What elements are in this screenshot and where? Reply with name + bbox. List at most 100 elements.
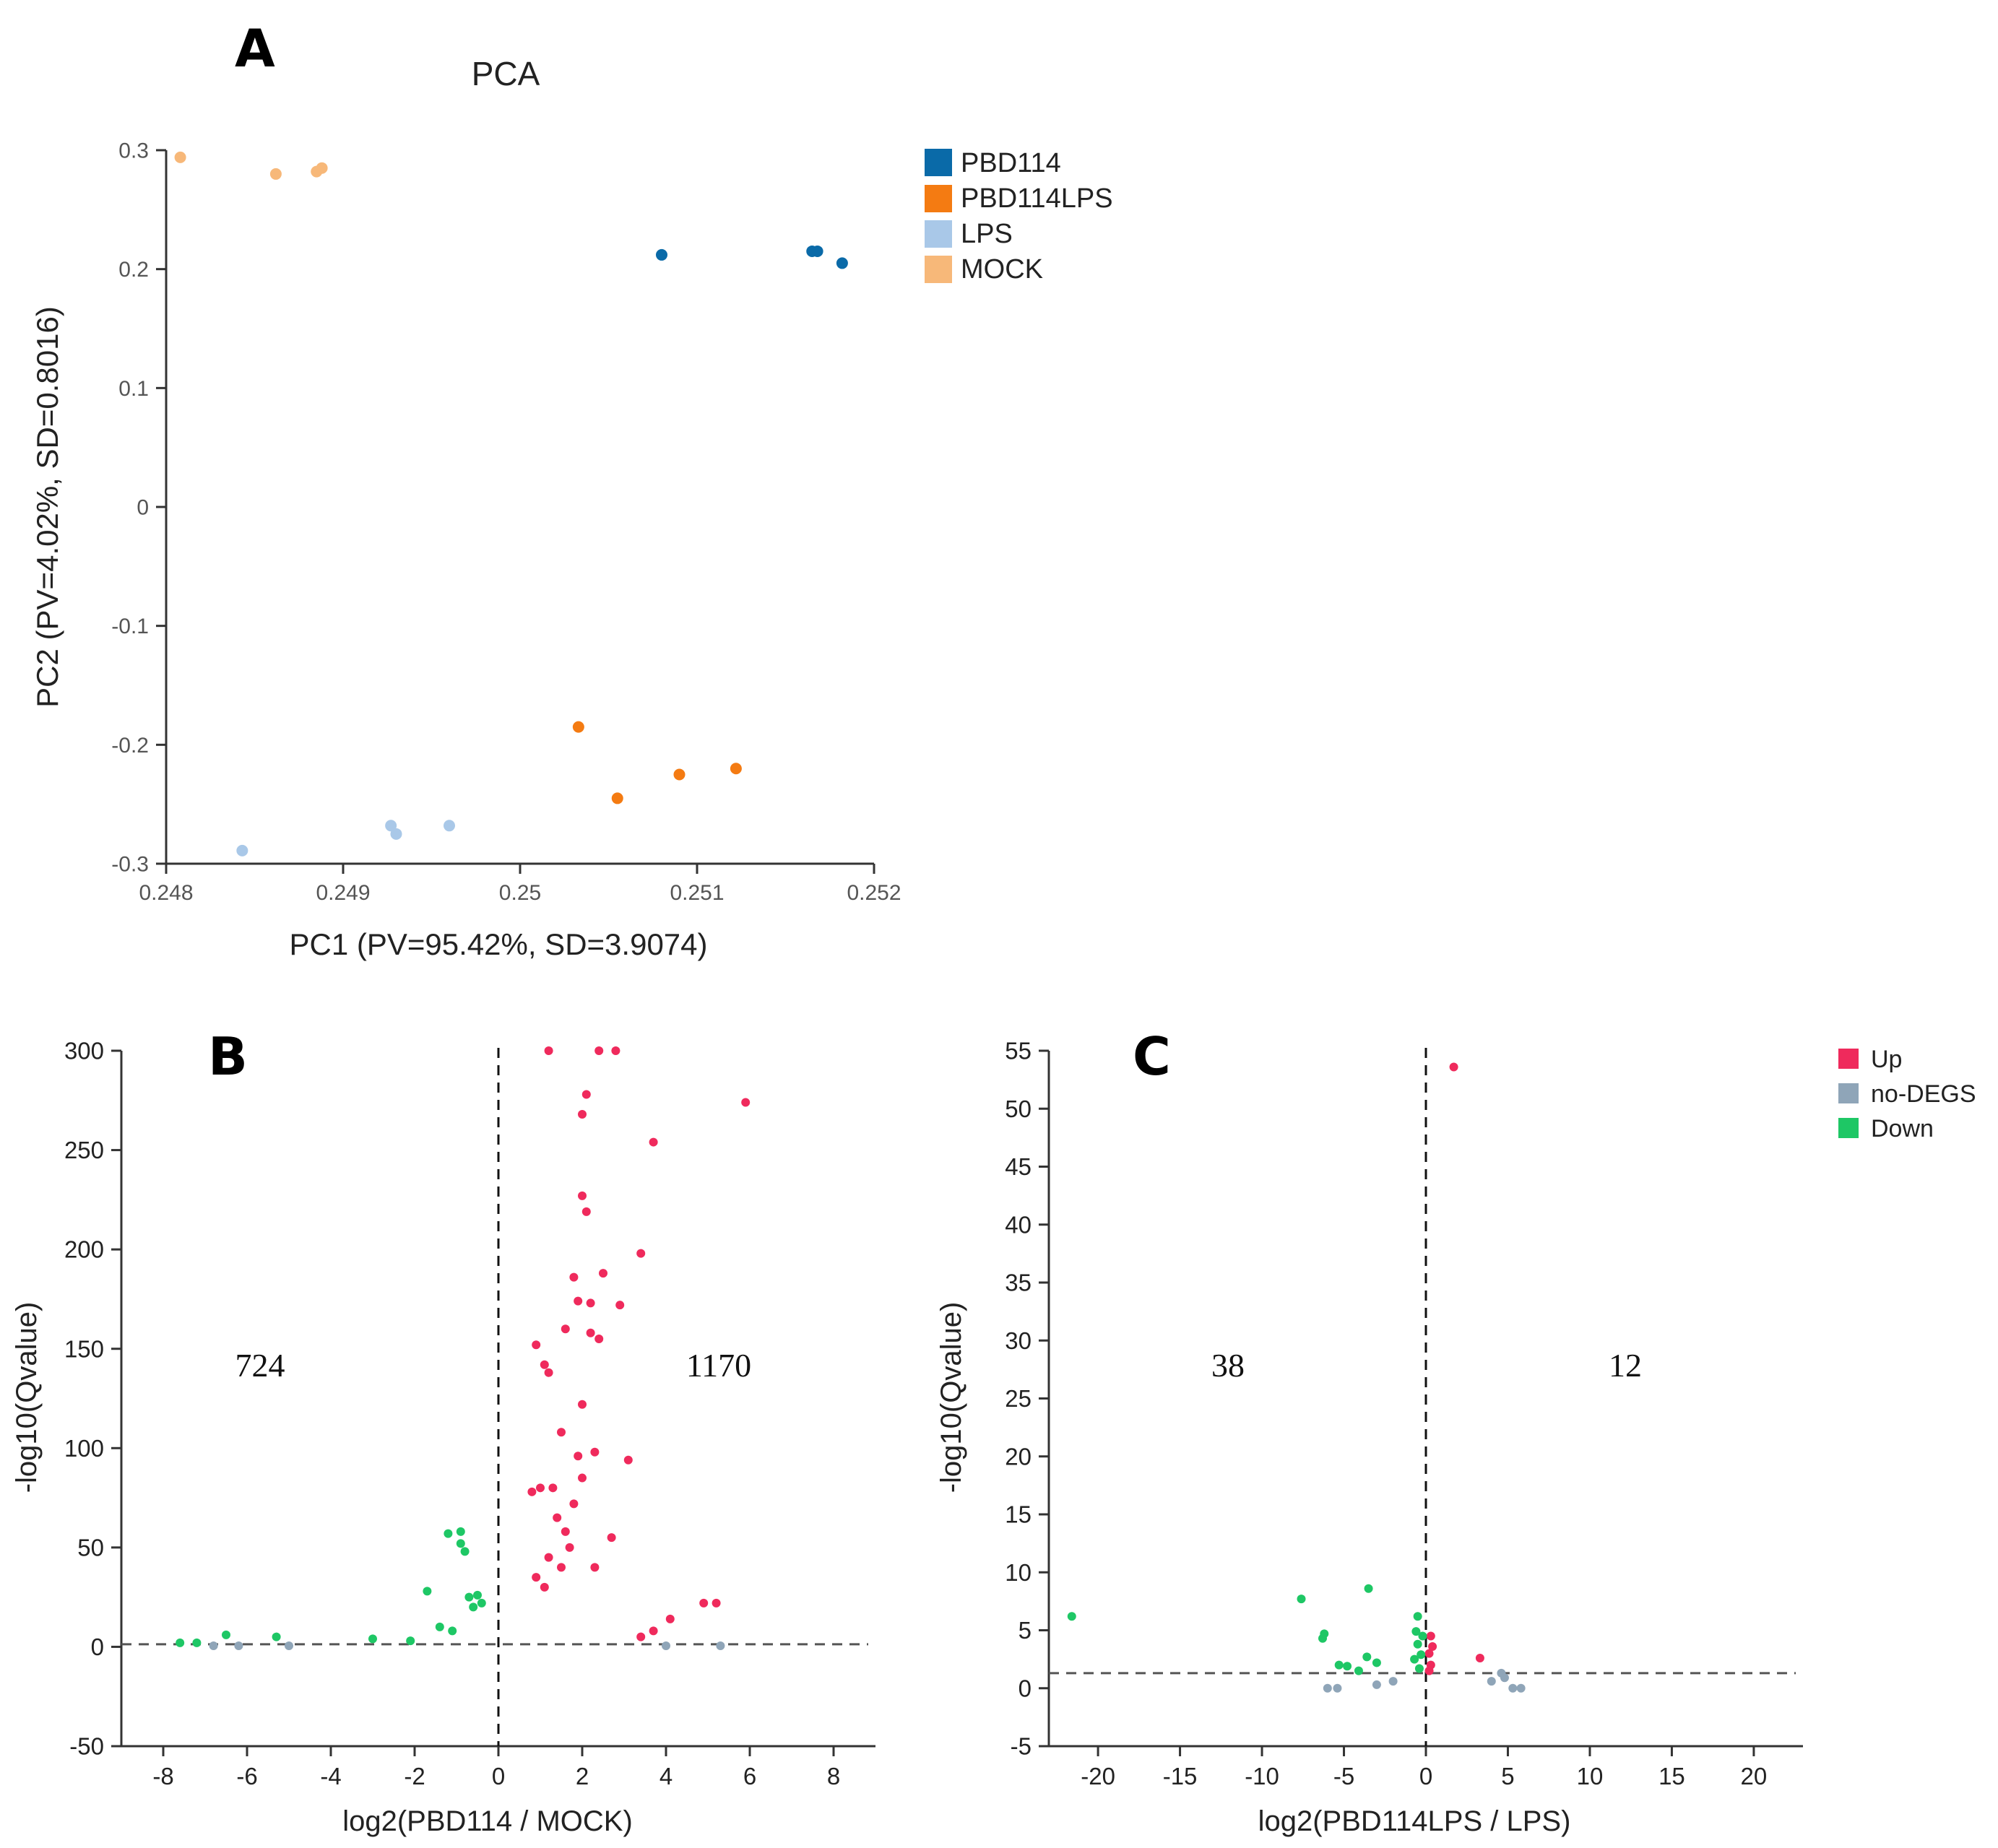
volcano-b-point-down [469,1602,478,1612]
panel-letter-c: C [1133,1026,1171,1087]
volcano-b-point-up [594,1046,604,1055]
volcano-b-point-down [222,1630,230,1639]
panel-b: B 300 250 200 150 100 50 0 -50 -8 -6 -4 -2 0 2 4 6 8 lo… [11,1026,875,1837]
volcano-b-y-ticks: 300 250 200 150 100 50 0 -50 [64,1038,121,1760]
volcano-b-point-down [435,1622,444,1631]
volcano-b-point-no-degs [234,1641,243,1651]
volcano-b-point-up [578,1400,587,1409]
volcano-c-point-up [1424,1649,1434,1658]
volcano-c-point-down [1413,1639,1422,1649]
volcano-b-point-up [611,1046,620,1055]
volcano-b-point-down [464,1592,474,1602]
volcano-c-point-up [1475,1654,1484,1663]
volcano-b-x-tick-label: -4 [320,1763,341,1790]
legend-label-up: Up [1871,1046,1902,1073]
volcano-b-y-axis-label: -log10(Qvalue) [11,1302,43,1493]
pca-legend: PBD114 PBD114LPS LPS MOCK [925,148,1113,285]
legend-label-mock: MOCK [961,254,1043,285]
panel-letter-b: B [208,1026,248,1087]
volcano-b-x-tick-label: 6 [743,1763,756,1790]
volcano-b-point-down [473,1590,482,1600]
pca-y-tick-label: -0.2 [111,734,149,758]
volcano-b-point-up [574,1296,583,1306]
volcano-b-point-up [532,1573,541,1582]
pca-point-mock [269,168,282,180]
volcano-b-point-no-degs [716,1641,725,1651]
volcano-c-point-down [1067,1612,1076,1621]
volcano-b-point-down [192,1638,202,1647]
volcano-b-y-tick-label: 50 [77,1534,104,1561]
pca-point-pbd114lps [572,721,584,733]
volcano-b-point-down [423,1587,432,1596]
volcano-b-y-tick-label: 200 [64,1236,104,1263]
pca-point-pbd114 [656,248,667,261]
volcano-b-down-count: 724 [235,1347,285,1384]
volcano-b-x-ticks: -8 -6 -4 -2 0 2 4 6 8 [152,1746,840,1790]
volcano-b-point-down [368,1634,377,1644]
volcano-b-point-up [532,1340,541,1350]
volcano-c-point-down [1414,1664,1424,1673]
volcano-c-y-tick-label: 20 [1005,1443,1032,1470]
volcano-c-point-no-degs [1516,1683,1526,1693]
volcano-c-point-down [1297,1595,1306,1604]
pca-point-lps [444,820,455,832]
legend-label-pbd114lps: PBD114LPS [961,183,1113,214]
volcano-c-point-no-degs [1500,1673,1509,1683]
pca-y-tick-label: 0 [137,496,149,520]
volcano-c-x-tick-label: 0 [1419,1763,1432,1790]
pca-y-tick-label: 0.1 [118,377,149,401]
volcano-b-point-up [586,1328,595,1337]
volcano-c-y-tick-label: 45 [1005,1153,1032,1180]
volcano-c-x-tick-label: 5 [1501,1763,1514,1790]
volcano-c-point-no-degs [1388,1677,1398,1686]
volcano-b-threshold-lines [121,1048,868,1746]
volcano-c-y-tick-label: 30 [1005,1327,1032,1354]
legend-item-mock: MOCK [925,254,1043,285]
volcano-b-up-count: 1170 [686,1347,751,1384]
volcano-b-point-up [665,1614,675,1623]
volcano-b-y-tick-label: 300 [64,1038,104,1064]
volcano-c-x-tick-label: 15 [1658,1763,1685,1790]
volcano-c-point-down [1334,1660,1344,1670]
pca-point-pbd114 [811,245,823,257]
pca-point-lps [390,828,402,840]
pca-point-pbd114lps [611,792,623,804]
pca-title: PCA [472,55,540,92]
volcano-b-point-up [590,1447,600,1457]
volcano-c-point-down [1364,1584,1373,1593]
pca-y-ticks: 0.3 0.2 0.1 0 -0.1 -0.2 -0.3 [111,139,166,877]
pca-point-mock [316,162,328,174]
volcano-b-point-up [544,1046,553,1055]
volcano-c-point-down [1413,1612,1422,1621]
legend-label-lps: LPS [961,219,1013,249]
volcano-b-point-down [460,1547,470,1556]
pca-point-pbd114lps [673,768,686,781]
volcano-b-point-down [176,1638,185,1647]
volcano-b-y-tick-label: 150 [64,1335,104,1362]
volcano-b-point-up [623,1455,633,1465]
volcano-b-point-up [636,1632,646,1641]
volcano-c-point-no-degs [1372,1680,1381,1689]
volcano-b-points [176,1046,751,1651]
pca-x-tick-label: 0.25 [499,881,541,905]
panel-a: A PCA 0.30.20.10-0.1-0.2-0.3 0.248 0.249 0… [30,18,1113,961]
volcano-b-point-up [581,1207,591,1216]
volcano-b-y-tick-label: 100 [64,1435,104,1462]
volcano-b-point-up [615,1301,625,1310]
volcano-c-point-down [1318,1634,1328,1643]
volcano-c-point-up [1424,1666,1434,1675]
volcano-b-point-up [527,1487,537,1496]
pca-y-tick-label: 0.3 [118,139,149,163]
volcano-c-x-ticks: -20 -15 -10 -5 0 5 10 15 20 [1081,1746,1767,1790]
volcano-b-point-up [607,1533,616,1543]
volcano-c-x-tick-label: -5 [1333,1763,1354,1790]
volcano-b-point-down [272,1632,281,1641]
volcano-c-point-down [1410,1654,1419,1664]
volcano-b-point-up [569,1272,579,1282]
pca-y-axis-label: PC2 (PV=4.02%, SD=0.8016) [30,306,64,708]
volcano-b-point-up [590,1563,600,1572]
volcano-b-point-up [557,1428,566,1437]
pca-x-ticks: 0.248 0.249 0.25 0.251 0.252 [139,864,901,905]
volcano-c-point-down [1362,1652,1372,1662]
